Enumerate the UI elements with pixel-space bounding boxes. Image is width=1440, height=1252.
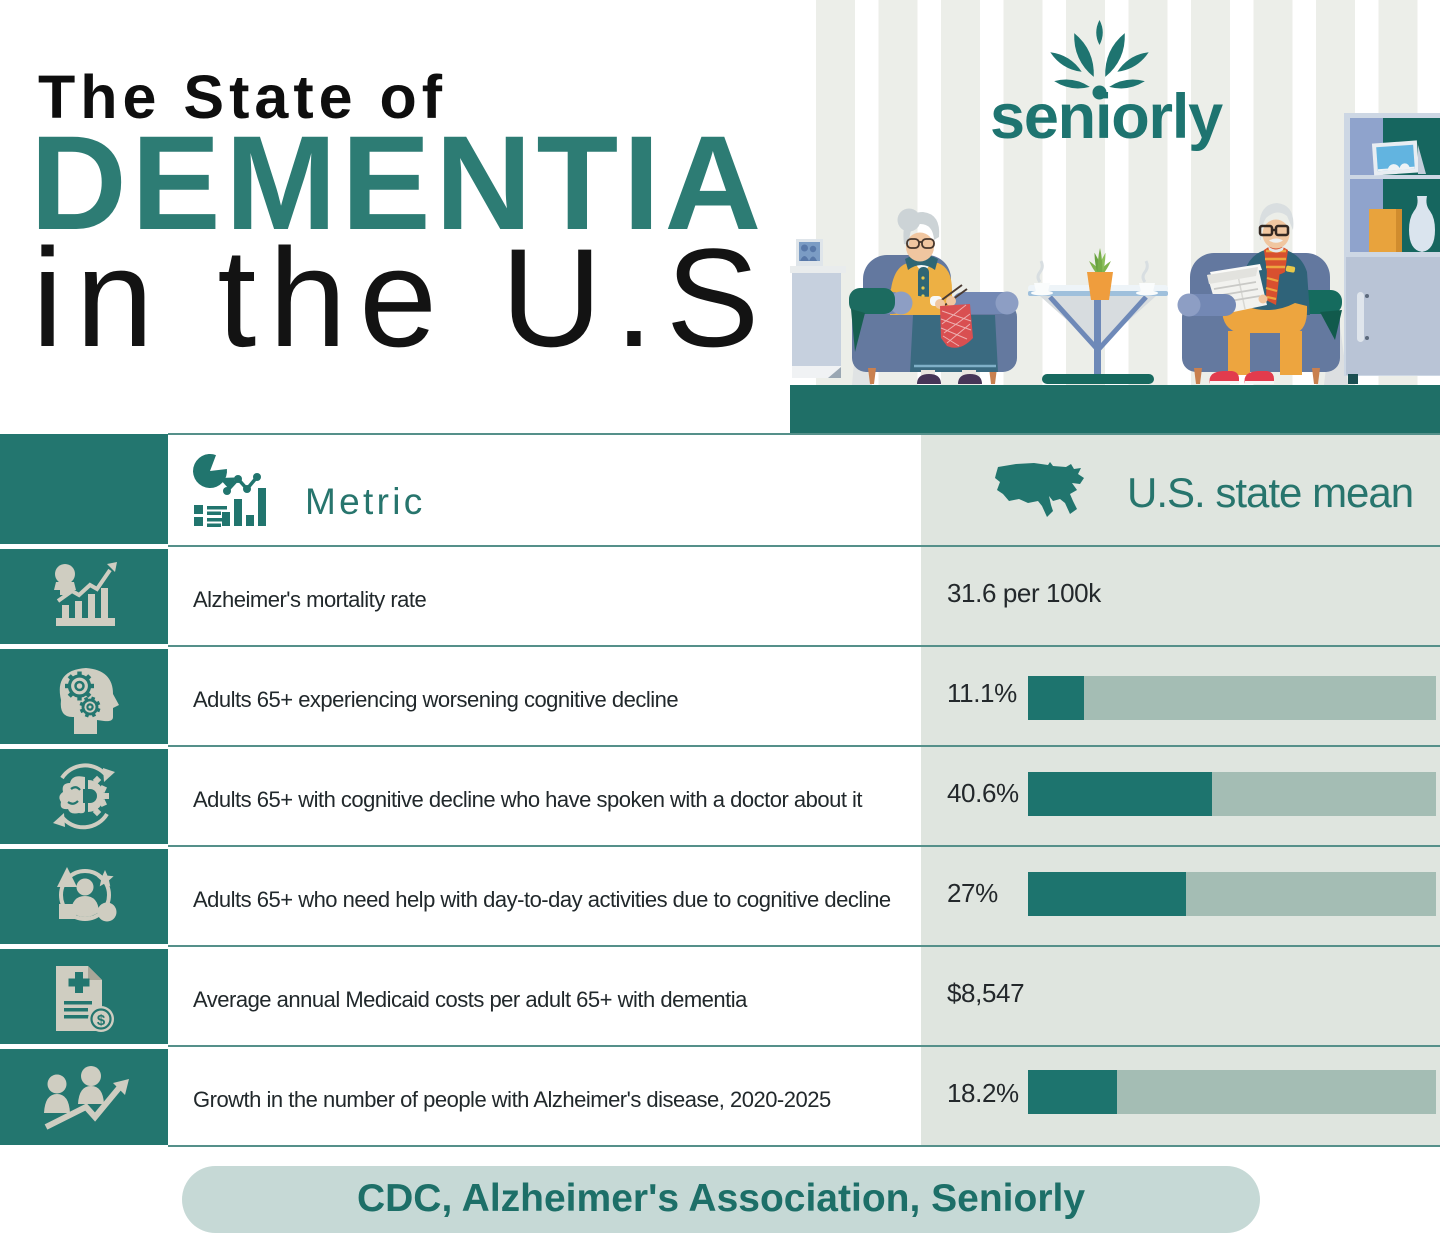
svg-text:$: $ <box>97 1012 106 1029</box>
svg-text:seniorly: seniorly <box>990 82 1223 152</box>
